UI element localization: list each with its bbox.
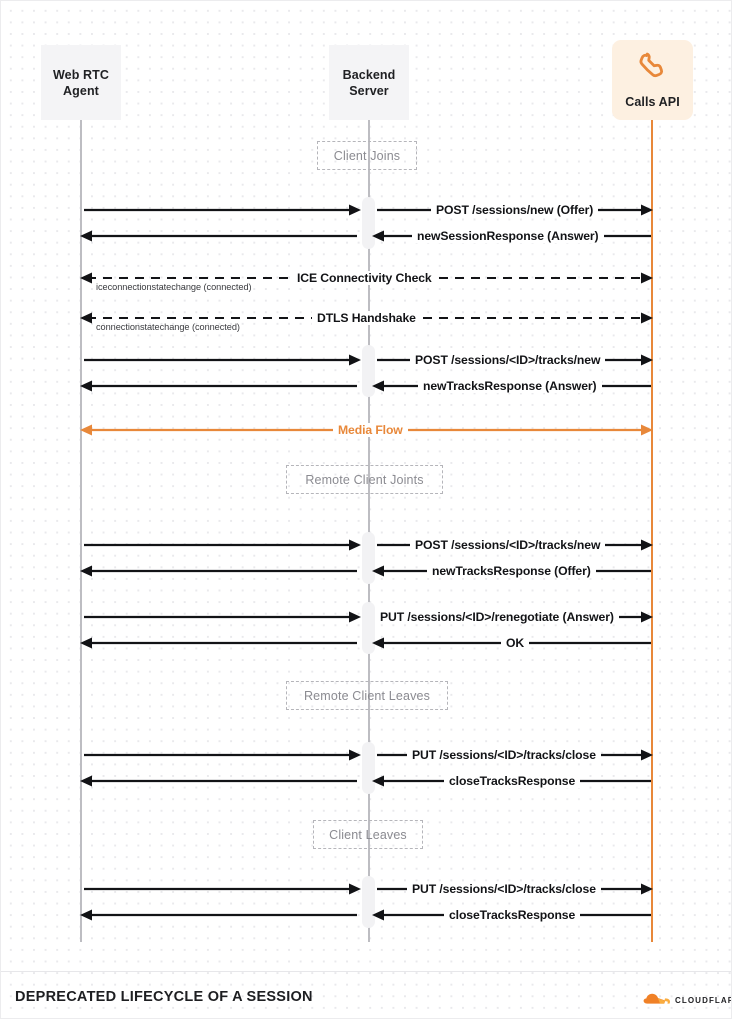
message-row[interactable]: POST /sessions/<ID>/tracks/new bbox=[1, 349, 731, 371]
activation-bar bbox=[362, 602, 375, 654]
message-row[interactable]: PUT /sessions/<ID>/renegotiate (Answer) bbox=[1, 606, 731, 628]
note-remote-client-joins: Remote Client Joints bbox=[286, 465, 443, 494]
participant-backend-server-line1: Backend bbox=[342, 67, 396, 82]
message-label: PUT /sessions/<ID>/renegotiate (Answer) bbox=[375, 610, 619, 624]
footer-divider bbox=[1, 971, 731, 972]
message-label: PUT /sessions/<ID>/tracks/close bbox=[407, 748, 601, 762]
message-row[interactable]: PUT /sessions/<ID>/tracks/close bbox=[1, 744, 731, 766]
message-label: closeTracksResponse bbox=[444, 908, 581, 922]
lifeline-backend-server bbox=[368, 120, 370, 942]
activation-bar bbox=[362, 742, 375, 794]
cloudflare-logo: CLOUDFLARE bbox=[642, 991, 731, 1010]
note-client-leaves-label: Client Leaves bbox=[329, 827, 407, 842]
message-label: ICE Connectivity Check bbox=[292, 271, 437, 285]
message-label: DTLS Handshake bbox=[312, 311, 421, 325]
message-label: newSessionResponse (Answer) bbox=[412, 229, 604, 243]
message-row[interactable]: OK bbox=[1, 632, 731, 654]
activation-bar bbox=[362, 532, 375, 584]
participant-calls-api[interactable]: Calls API bbox=[612, 40, 693, 120]
note-client-joins: Client Joins bbox=[317, 141, 417, 170]
event-caption-iceconnectionstatechange: iceconnectionstatechange (connected) bbox=[96, 282, 252, 292]
message-row[interactable]: newTracksResponse (Offer) bbox=[1, 560, 731, 582]
message-row[interactable]: newSessionResponse (Answer) bbox=[1, 225, 731, 247]
participant-webrtc-agent-line2: Agent bbox=[63, 83, 99, 98]
cloudflare-cloud-icon bbox=[642, 991, 670, 1010]
activation-bar bbox=[362, 345, 375, 397]
note-client-leaves: Client Leaves bbox=[313, 820, 423, 849]
participant-webrtc-agent[interactable]: Web RTC Agent bbox=[41, 45, 121, 120]
message-row[interactable]: POST /sessions/<ID>/tracks/new bbox=[1, 534, 731, 556]
message-row[interactable]: POST /sessions/new (Offer) bbox=[1, 199, 731, 221]
message-row[interactable]: PUT /sessions/<ID>/tracks/close bbox=[1, 878, 731, 900]
message-label: Media Flow bbox=[333, 423, 408, 437]
message-label: closeTracksResponse bbox=[444, 774, 581, 788]
participant-backend-server[interactable]: Backend Server bbox=[329, 45, 409, 120]
message-label: newTracksResponse (Answer) bbox=[418, 379, 602, 393]
event-caption-connectionstatechange: connectionstatechange (connected) bbox=[96, 322, 240, 332]
participant-backend-server-line2: Server bbox=[349, 83, 389, 98]
message-row[interactable]: newTracksResponse (Answer) bbox=[1, 375, 731, 397]
note-client-joins-label: Client Joins bbox=[333, 148, 401, 163]
note-remote-client-leaves: Remote Client Leaves bbox=[286, 681, 448, 710]
activation-bar bbox=[362, 197, 375, 249]
lifeline-calls-api bbox=[651, 120, 654, 942]
message-label: POST /sessions/<ID>/tracks/new bbox=[410, 353, 606, 367]
message-label: newTracksResponse (Offer) bbox=[427, 564, 596, 578]
message-row[interactable]: DTLS Handshake bbox=[1, 307, 731, 329]
activation-bar bbox=[362, 876, 375, 928]
note-remote-client-joins-label: Remote Client Joints bbox=[305, 472, 424, 487]
message-label: OK bbox=[501, 636, 530, 650]
participant-webrtc-agent-line1: Web RTC bbox=[52, 67, 110, 82]
message-row-media-flow[interactable]: Media Flow bbox=[1, 419, 731, 441]
message-row[interactable]: closeTracksResponse bbox=[1, 904, 731, 926]
cloudflare-wordmark: CLOUDFLARE bbox=[675, 996, 731, 1005]
phone-icon bbox=[636, 51, 670, 89]
message-row[interactable]: ICE Connectivity Check bbox=[1, 267, 731, 289]
message-label: POST /sessions/<ID>/tracks/new bbox=[410, 538, 606, 552]
message-label: POST /sessions/new (Offer) bbox=[431, 203, 599, 217]
participant-calls-api-label: Calls API bbox=[625, 94, 680, 109]
message-row[interactable]: closeTracksResponse bbox=[1, 770, 731, 792]
lifeline-webrtc-agent bbox=[80, 120, 82, 942]
message-label: PUT /sessions/<ID>/tracks/close bbox=[407, 882, 601, 896]
note-remote-client-leaves-label: Remote Client Leaves bbox=[304, 688, 430, 703]
page-title: DEPRECATED LIFECYCLE OF A SESSION bbox=[15, 989, 313, 1005]
